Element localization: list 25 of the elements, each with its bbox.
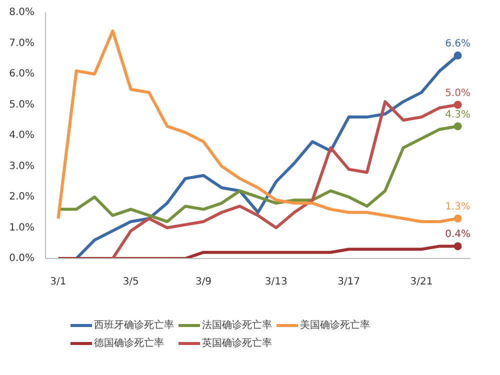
y-tick-label: 0.0% (9, 253, 34, 264)
legend-label: 西班牙确诊死亡率 (94, 318, 174, 332)
x-tick-label: 3/1 (50, 276, 66, 288)
y-tick-label: 3.0% (9, 160, 34, 172)
x-tick-label: 3/13 (264, 276, 288, 288)
y-tick-label: 4.0% (9, 130, 34, 141)
legend-label: 德国确诊死亡率 (94, 336, 164, 350)
y-tick-label: 8.0% (9, 7, 34, 18)
y-tick-label: 6.0% (9, 68, 34, 80)
x-tick-label: 3/17 (338, 276, 360, 288)
annotation: 1.3% (445, 202, 470, 213)
annotation: 6.6% (445, 38, 470, 50)
x-tick-label: 3/9 (195, 276, 212, 288)
legend-label: 美国确诊死亡率 (300, 318, 370, 332)
annotation: 5.0% (445, 88, 470, 99)
annotation: 0.4% (445, 229, 470, 240)
y-tick-label: 1.0% (9, 222, 34, 234)
legend-label: 法国确诊死亡率 (202, 318, 272, 332)
y-tick-label: 2.0% (9, 192, 34, 202)
legend-label: 英国确诊死亡率 (202, 336, 272, 350)
x-tick-label: 3/5 (122, 276, 139, 288)
x-tick-label: 3/21 (410, 276, 433, 288)
y-tick-label: 7.0% (9, 38, 34, 49)
y-tick-label: 5.0% (9, 99, 34, 110)
annotation: 4.3% (445, 109, 470, 120)
